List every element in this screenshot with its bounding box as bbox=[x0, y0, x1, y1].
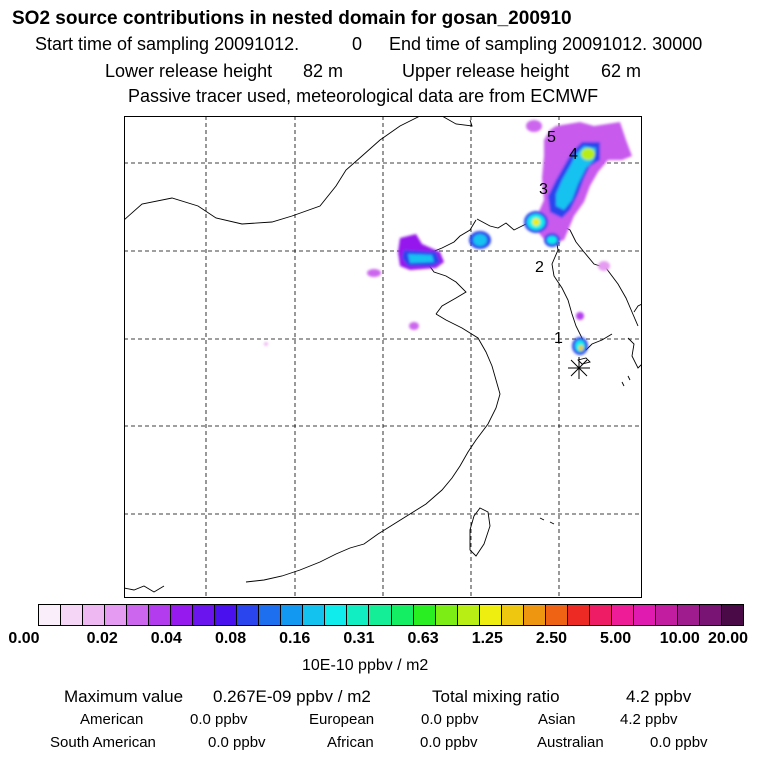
plume-top-spot bbox=[526, 120, 542, 132]
japan-kyushu bbox=[627, 337, 642, 369]
colorbar-segment bbox=[60, 605, 83, 625]
end-time-label: End time of sampling 20091012. 30000 bbox=[389, 34, 703, 54]
hotspot-4 bbox=[581, 148, 595, 160]
coastlines bbox=[124, 116, 642, 593]
lower-release-label: Lower release height bbox=[105, 61, 273, 81]
colorbar-segment bbox=[258, 605, 281, 625]
colorbar-segment bbox=[456, 605, 479, 625]
colorbar-segment bbox=[588, 605, 611, 625]
start-time-label: Start time of sampling 20091012. bbox=[35, 34, 300, 54]
jeju-island bbox=[577, 357, 591, 365]
lat-lon-grid bbox=[124, 116, 642, 598]
colorbar-segment bbox=[654, 605, 677, 625]
colorbar-segment bbox=[500, 605, 523, 625]
ryukyu-islands bbox=[539, 375, 631, 525]
label-3: 3 bbox=[539, 181, 548, 198]
small-spot-west bbox=[367, 269, 381, 277]
small-spot-korea bbox=[598, 261, 610, 271]
total-mixing-label: Total mixing ratio bbox=[432, 687, 560, 706]
colorbar-units: 10E-10 ppbv / m2 bbox=[302, 657, 429, 674]
max-value: 0.267E-09 ppbv / m2 bbox=[213, 687, 371, 706]
african-value: 0.0 ppbv bbox=[420, 734, 478, 751]
colorbar-segment bbox=[632, 605, 655, 625]
australian-label: Australian bbox=[537, 734, 604, 751]
tiny-spot bbox=[264, 342, 268, 346]
colorbar-segment bbox=[610, 605, 633, 625]
colorbar-tick-label: 2.50 bbox=[535, 630, 568, 647]
colorbar-tick-label: 0.31 bbox=[343, 630, 375, 647]
south-american-value: 0.0 ppbv bbox=[208, 734, 266, 751]
colorbar-segment bbox=[280, 605, 303, 625]
colorbar-segment bbox=[368, 605, 391, 625]
colorbar-tick-label: 5.00 bbox=[600, 630, 632, 647]
north-korea-east bbox=[575, 241, 639, 327]
colorbar-segment bbox=[346, 605, 369, 625]
colorbar-segment bbox=[478, 605, 501, 625]
american-label: American bbox=[80, 711, 144, 728]
european-value: 0.0 ppbv bbox=[421, 711, 479, 728]
leizhou-hainan bbox=[124, 585, 165, 593]
receptor-marker bbox=[568, 357, 590, 379]
colorbar-segment bbox=[412, 605, 435, 625]
colorbar-tick-label: 0.02 bbox=[86, 630, 118, 647]
colorbar-tick-label: 0.08 bbox=[214, 630, 247, 647]
colorbar-segment bbox=[698, 605, 721, 625]
mongolia-border bbox=[124, 116, 421, 225]
colorbar-tick-label: 0.16 bbox=[279, 630, 311, 647]
asian-value: 4.2 ppbv bbox=[620, 711, 678, 728]
colorbar-segment bbox=[676, 605, 699, 625]
lower-release-value: 82 m bbox=[303, 61, 344, 81]
colorbar-tick-label: 0.00 bbox=[8, 630, 40, 647]
label-4: 4 bbox=[569, 146, 578, 163]
european-label: European bbox=[309, 711, 375, 728]
colorbar-segment bbox=[82, 605, 105, 625]
colorbar-segment bbox=[104, 605, 127, 625]
colorbar-tick-label: 1.25 bbox=[471, 630, 503, 647]
colorbar-tick-label: 0.04 bbox=[150, 630, 182, 647]
australian-value: 0.0 ppbv bbox=[650, 734, 708, 751]
figure-title: SO2 source contributions in nested domai… bbox=[12, 8, 572, 29]
concentration-field bbox=[264, 120, 632, 355]
tracer-note: Passive tracer used, meteorological data… bbox=[128, 86, 599, 106]
upper-release-value: 62 m bbox=[601, 61, 642, 81]
asian-label: Asian bbox=[538, 711, 576, 728]
colorbar-segment bbox=[544, 605, 567, 625]
total-mixing-value: 4.2 ppbv bbox=[626, 687, 692, 706]
japan-honshu bbox=[633, 303, 642, 313]
small-spot-korea2 bbox=[576, 312, 584, 320]
colorbar-segment bbox=[39, 605, 61, 625]
max-value-label: Maximum value bbox=[64, 687, 184, 706]
colorbar-segment bbox=[324, 605, 347, 625]
colorbar bbox=[38, 604, 744, 626]
east-china-coast bbox=[245, 313, 501, 583]
colorbar-segment bbox=[236, 605, 259, 625]
plume-northeast-core bbox=[556, 146, 596, 210]
start-time-value: 0 bbox=[352, 34, 363, 54]
colorbar-segment bbox=[390, 605, 413, 625]
colorbar-segment bbox=[148, 605, 171, 625]
south-american-label: South American bbox=[50, 734, 156, 751]
colorbar-segment bbox=[126, 605, 149, 625]
label-5: 5 bbox=[547, 129, 556, 146]
label-1: 1 bbox=[554, 330, 563, 347]
colorbar-segment bbox=[566, 605, 589, 625]
colorbar-segment bbox=[434, 605, 457, 625]
korea-peninsula bbox=[551, 225, 613, 351]
map-plot: 1 2 3 4 5 bbox=[124, 116, 642, 598]
colorbar-segment bbox=[192, 605, 215, 625]
african-label: African bbox=[327, 734, 374, 751]
colorbar-tick-label: 20.00 bbox=[707, 630, 749, 647]
colorbar-segment bbox=[170, 605, 193, 625]
label-2: 2 bbox=[535, 259, 544, 276]
taiwan bbox=[469, 507, 491, 557]
colorbar-segment bbox=[214, 605, 237, 625]
american-value: 0.0 ppbv bbox=[190, 711, 248, 728]
colorbar-tick-label: 10.00 bbox=[659, 630, 700, 647]
colorbar-segment bbox=[522, 605, 545, 625]
small-spot-coast bbox=[409, 322, 419, 330]
colorbar-segment bbox=[302, 605, 325, 625]
upper-release-label: Upper release height bbox=[402, 61, 570, 81]
colorbar-tick-label: 0.63 bbox=[407, 630, 439, 647]
colorbar-segment bbox=[720, 605, 743, 625]
